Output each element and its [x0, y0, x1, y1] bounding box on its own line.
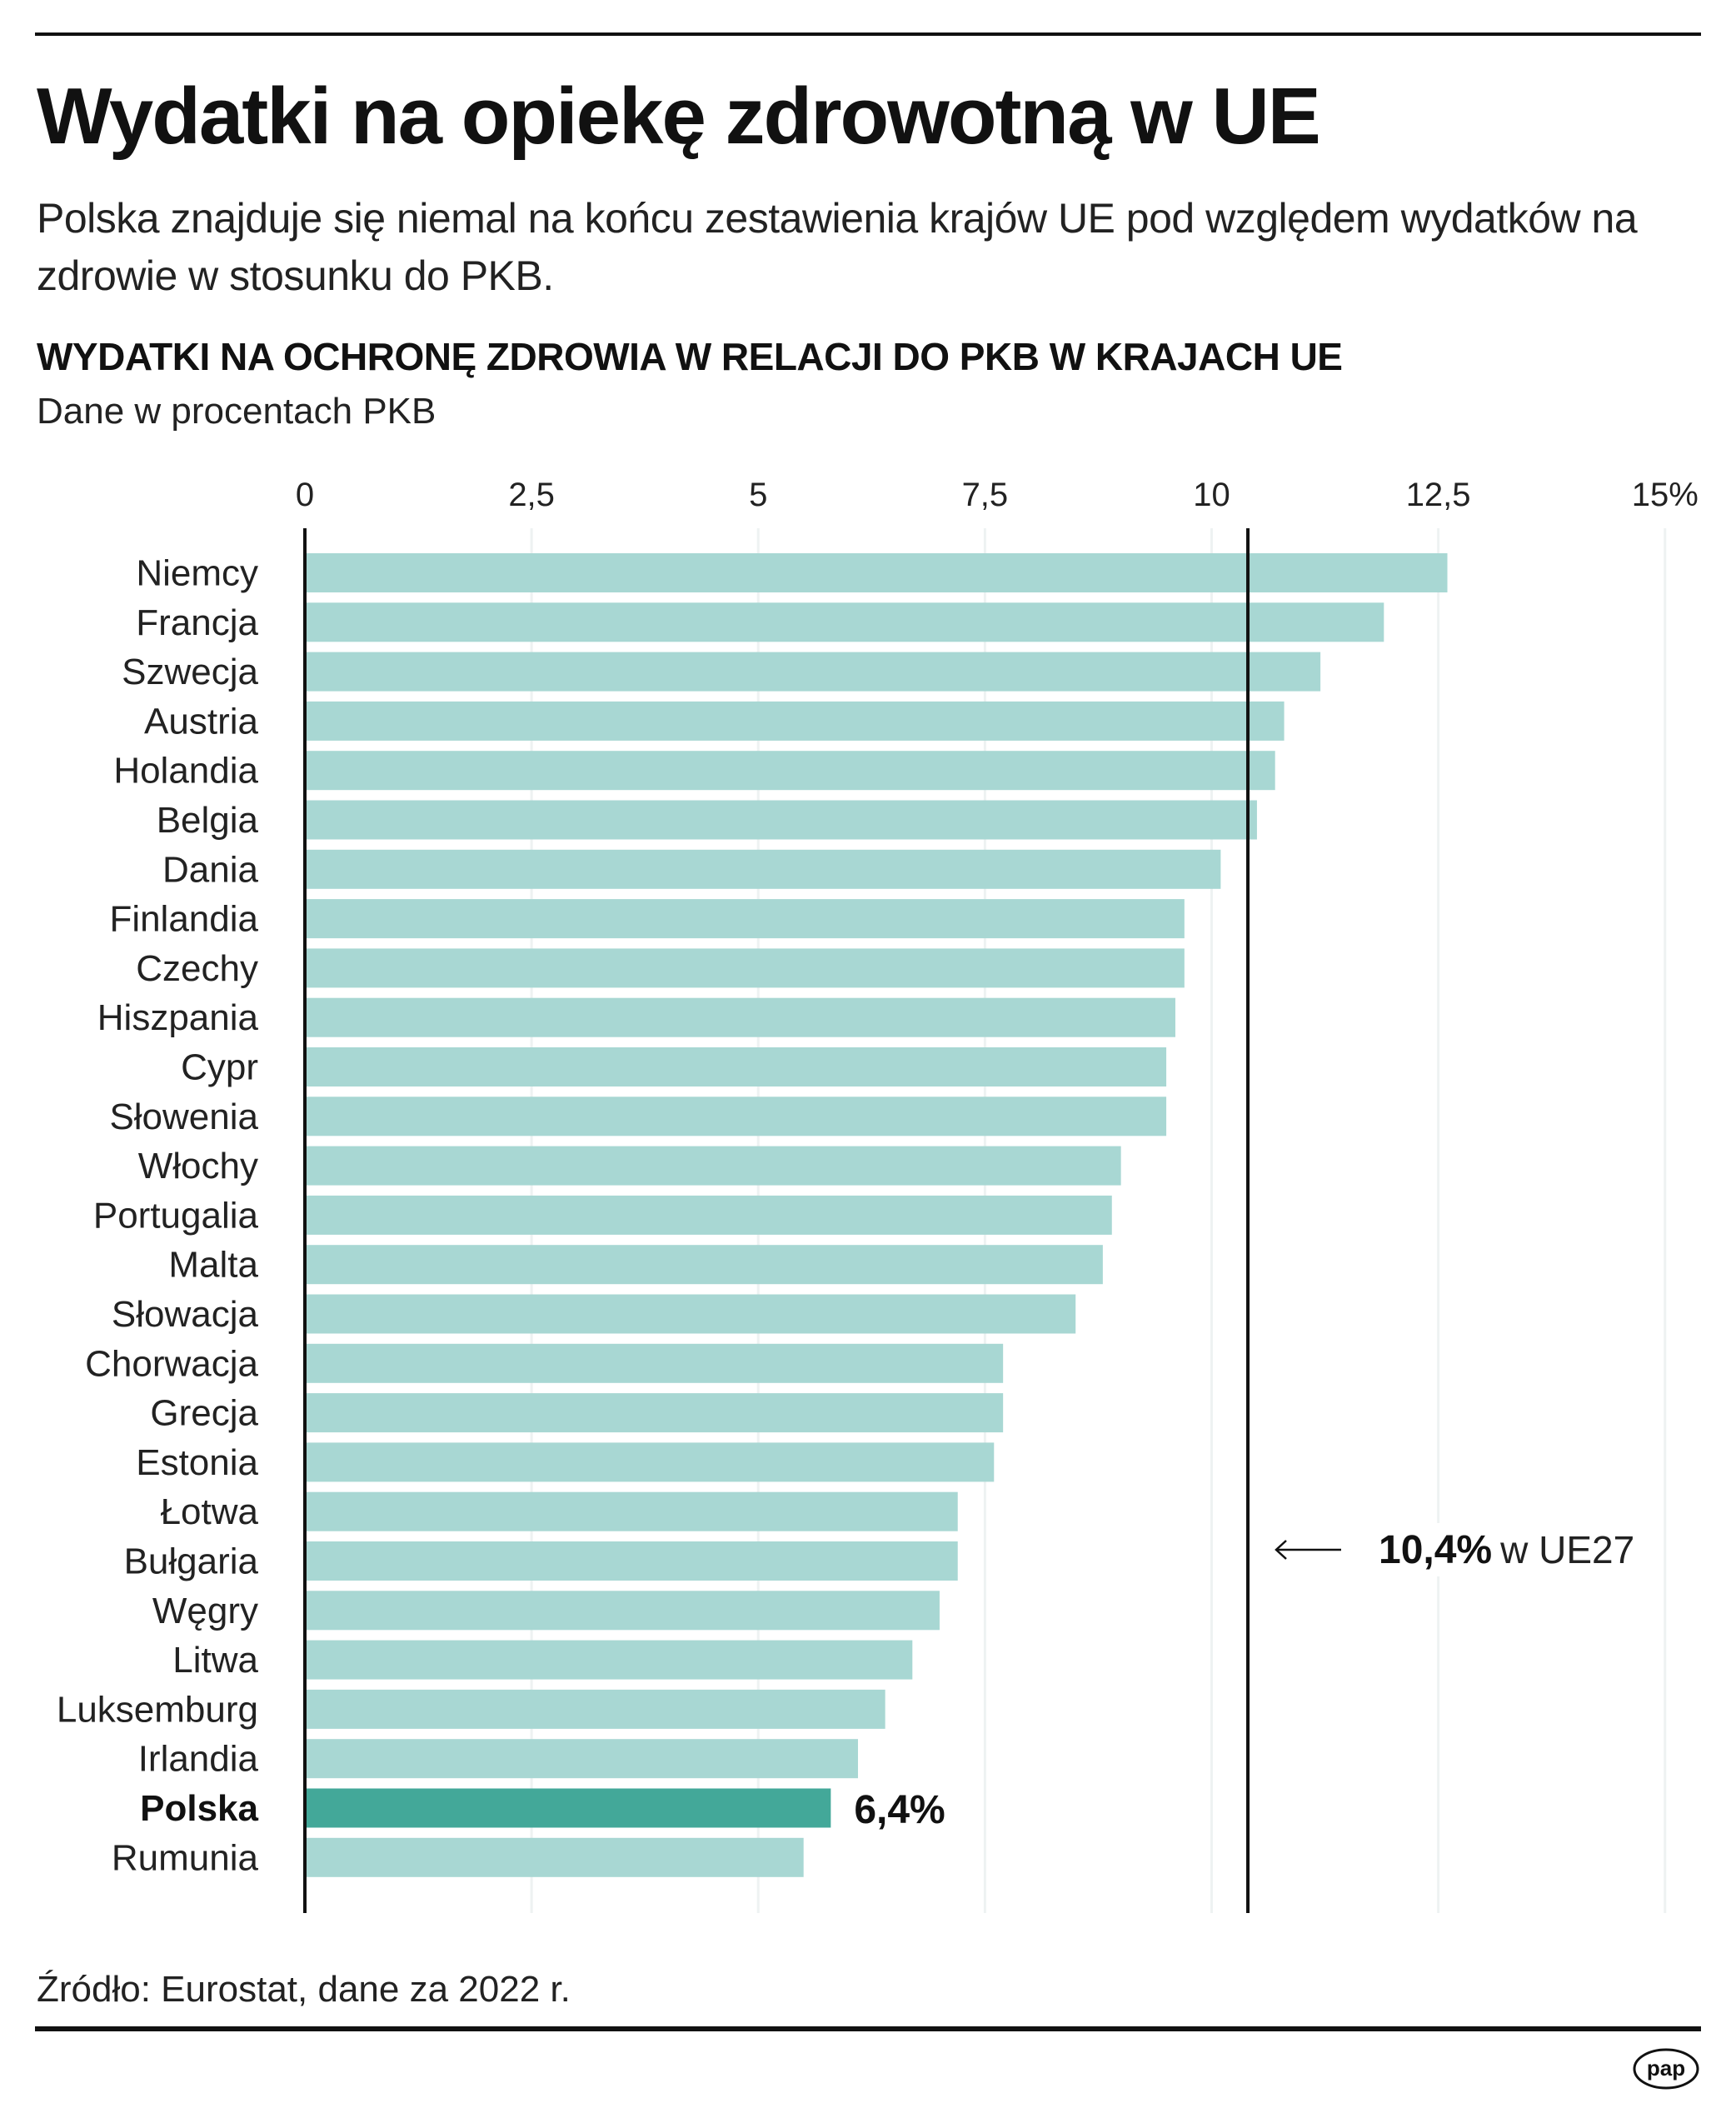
bar: [305, 849, 1221, 889]
category-label: Hiszpania: [97, 997, 259, 1038]
x-tick-label: 7,5: [962, 477, 1009, 513]
bar: [305, 652, 1321, 692]
category-label: Bułgaria: [124, 1541, 259, 1582]
category-labels: Niemcy Francja Szwecja Austria Holandia Belgi…: [57, 553, 945, 1879]
category-label: Luksemburg: [57, 1689, 258, 1730]
category-label: Belgia: [157, 800, 259, 841]
category-label: Niemcy: [136, 553, 258, 594]
bar: [305, 1294, 1076, 1334]
category-label: Polska: [140, 1788, 258, 1829]
bar: [305, 553, 1448, 592]
x-tick-label: 12,5: [1406, 477, 1471, 513]
bar: [305, 1689, 885, 1729]
category-label: Chorwacja: [85, 1343, 258, 1384]
category-label: Litwa: [172, 1640, 258, 1681]
logo-text: pap: [1647, 2056, 1685, 2081]
bar: [305, 1640, 913, 1680]
category-label: Finlandia: [109, 899, 258, 940]
bar: [305, 1096, 1167, 1136]
category-label: Holandia: [113, 751, 258, 792]
bar: [305, 1591, 940, 1631]
eu-average-suffix: w UE27: [1499, 1528, 1634, 1571]
bar: [305, 1491, 958, 1531]
category-label: Francja: [136, 602, 258, 643]
bar: [305, 602, 1384, 642]
page-title: Wydatki na opiekę zdrowotną w UE: [37, 72, 1321, 161]
eu-average-value: 10,4%: [1379, 1528, 1492, 1572]
category-label: Łotwa: [161, 1491, 259, 1532]
bar: [305, 1343, 1004, 1383]
bar: [305, 1146, 1121, 1186]
category-label: Estonia: [136, 1442, 258, 1483]
bar: [305, 1047, 1167, 1086]
bar: [305, 899, 1185, 939]
chart-unit-note: Dane w procentach PKB: [37, 391, 436, 432]
x-axis-ticks: 0 2,5 5 7,5 10 12,5 15%: [296, 477, 1699, 513]
bar-highlight: [305, 1788, 831, 1828]
bar: [305, 751, 1275, 791]
x-tick-label: 2,5: [508, 477, 555, 513]
arrow-head-icon: [1275, 1540, 1287, 1560]
top-rule: [35, 32, 1701, 36]
bar: [305, 1195, 1112, 1235]
reference-line-group: 10,4% w UE27: [1246, 528, 1639, 1913]
annotation-background: [1373, 1523, 1639, 1576]
category-label: Cypr: [181, 1047, 258, 1088]
category-label: Dania: [162, 849, 258, 890]
x-tick-label: 0: [296, 477, 314, 513]
bar: [305, 948, 1185, 988]
bar: [305, 1393, 1004, 1433]
eu-average-annotation: 10,4% w UE27: [1379, 1528, 1634, 1572]
x-tick-label: 15%: [1632, 477, 1699, 513]
bar: [305, 1245, 1103, 1285]
chart-heading: WYDATKI NA OCHRONĘ ZDROWIA W RELACJI DO …: [37, 335, 1343, 378]
category-label: Słowenia: [109, 1096, 258, 1137]
bar: [305, 997, 1175, 1037]
category-label: Grecja: [150, 1393, 258, 1434]
x-tick-label: 10: [1193, 477, 1230, 513]
pap-logo-icon: pap: [1633, 2048, 1699, 2090]
category-label: Czechy: [136, 948, 258, 989]
category-label: Malta: [168, 1245, 258, 1286]
category-label: Portugalia: [93, 1195, 259, 1236]
bar: [305, 701, 1285, 741]
bar: [305, 1837, 804, 1877]
bottom-rule: [35, 2026, 1701, 2031]
category-label: Słowacja: [112, 1294, 259, 1335]
category-label: Węgry: [152, 1591, 258, 1631]
category-label: Rumunia: [112, 1837, 259, 1878]
bars: [305, 553, 1448, 1877]
category-label: Irlandia: [138, 1739, 259, 1780]
bar: [305, 1442, 995, 1482]
bar: [305, 1739, 858, 1779]
source-note: Źródło: Eurostat, dane za 2022 r.: [37, 1969, 571, 2010]
category-label: Austria: [144, 701, 258, 742]
category-label: Szwecja: [122, 652, 258, 692]
bar: [305, 1541, 958, 1581]
page-subtitle: Polska znajduje się niemal na końcu zest…: [37, 195, 1638, 299]
bar: [305, 800, 1257, 840]
category-label: Włochy: [138, 1146, 258, 1186]
x-tick-label: 5: [749, 477, 767, 513]
highlight-value-label: 6,4%: [854, 1788, 945, 1832]
